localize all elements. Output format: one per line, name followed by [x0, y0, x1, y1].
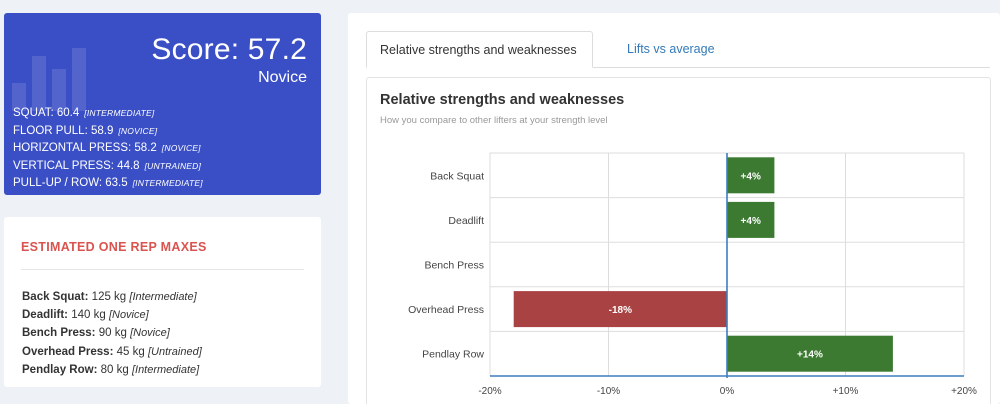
orm-value: 140 kg [71, 309, 106, 322]
category-label: Bench Press [424, 260, 484, 272]
orm-title: ESTIMATED ONE REP MAXES [21, 240, 207, 254]
lift-level: [UNTRAINED] [144, 160, 202, 171]
lift-score: SQUAT: 60.4 [13, 107, 80, 119]
list-item: SQUAT: 60.4 [INTERMEDIATE] [13, 105, 203, 123]
orm-level: [Novice] [130, 327, 170, 340]
orm-lift: Pendlay Row: [22, 363, 98, 376]
orm-list: Back Squat: 125 kg [Intermediate] Deadli… [22, 288, 202, 379]
list-item: PULL-UP / ROW: 63.5 [INTERMEDIATE] [13, 175, 203, 193]
chart-title: Relative strengths and weaknesses [380, 92, 625, 108]
lift-level: [INTERMEDIATE] [132, 178, 203, 189]
strength-bar-chart: Back Squat +4% Deadlift +4% Bench Press Overh… [408, 152, 977, 397]
orm-level: [Intermediate] [129, 291, 197, 303]
divider [21, 269, 304, 270]
list-item: Overhead Press: 45 kg [Untrained] [22, 343, 202, 361]
list-item: Pendlay Row: 80 kg [Intermediate] [22, 361, 202, 379]
x-tick-label: +10% [833, 386, 859, 397]
chart-container: Relative strengths and weaknesses How yo… [366, 77, 991, 404]
lift-level: [NOVICE] [161, 143, 201, 154]
list-item: Bench Press: 90 kg [Novice] [22, 324, 202, 342]
orm-lift: Back Squat: [22, 291, 89, 303]
orm-value: 125 kg [91, 291, 127, 303]
lift-score: VERTICAL PRESS: 44.8 [13, 159, 140, 172]
list-item: VERTICAL PRESS: 44.8 [UNTRAINED] [13, 158, 203, 176]
x-tick-label: -10% [597, 386, 620, 397]
list-item: HORIZONTAL PRESS: 58.2 [NOVICE] [13, 140, 203, 158]
tab-relative-strengths[interactable]: Relative strengths and weaknesses [366, 31, 593, 68]
bar [727, 201, 775, 238]
bar-chart-icon [12, 35, 92, 111]
orm-value: 80 kg [100, 363, 129, 376]
chart-subtitle: How you compare to other lifters at your… [380, 115, 608, 126]
lift-level: [INTERMEDIATE] [84, 108, 155, 118]
lift-score: HORIZONTAL PRESS: 58.2 [13, 142, 157, 155]
tab-lifts-vs-average[interactable]: Lifts vs average [627, 42, 715, 56]
list-item: Back Squat: 125 kg [Intermediate] [22, 288, 202, 306]
score-title: Score: 57.2 [151, 33, 307, 66]
data-label: +4% [741, 171, 761, 182]
orm-value: 45 kg [116, 345, 145, 358]
x-tick-label: 0% [720, 386, 735, 397]
category-label: Back Squat [430, 170, 484, 182]
lift-score: PULL-UP / ROW: 63.5 [13, 177, 128, 190]
orm-lift: Bench Press: [22, 327, 96, 340]
list-item: Deadlift: 140 kg [Novice] [22, 306, 202, 324]
lift-score-list: SQUAT: 60.4 [INTERMEDIATE] FLOOR PULL: 58… [13, 105, 203, 193]
bar [513, 291, 727, 328]
orm-level: [Novice] [108, 309, 149, 322]
data-label: +14% [797, 350, 823, 361]
list-item: FLOOR PULL: 58.9 [NOVICE] [13, 123, 203, 141]
category-label: Overhead Press [408, 304, 484, 316]
bar [727, 335, 893, 372]
x-tick-label: +20% [951, 386, 977, 397]
orm-lift: Overhead Press: [22, 345, 114, 358]
tab-bar: Relative strengths and weaknesses Lifts … [366, 31, 990, 68]
lift-level: [NOVICE] [118, 125, 158, 136]
lift-score: FLOOR PULL: 58.9 [13, 124, 114, 137]
comparison-panel: Relative strengths and weaknesses Lifts … [348, 13, 1000, 404]
orm-level: [Untrained] [147, 345, 202, 358]
orm-level: [Intermediate] [131, 363, 200, 376]
category-label: Pendlay Row [422, 349, 484, 361]
orm-value: 90 kg [98, 327, 127, 340]
score-card: Score: 57.2 Novice SQUAT: 60.4 [INTERMEDI… [4, 13, 321, 195]
x-tick-label: -20% [478, 386, 501, 397]
data-label: +4% [741, 216, 761, 227]
score-level: Novice [258, 69, 307, 86]
one-rep-max-card: ESTIMATED ONE REP MAXES Back Squat: 125 … [4, 217, 321, 387]
orm-lift: Deadlift: [22, 309, 68, 322]
category-label: Deadlift [448, 215, 484, 227]
data-label: -18% [609, 305, 632, 316]
bar [727, 157, 775, 194]
